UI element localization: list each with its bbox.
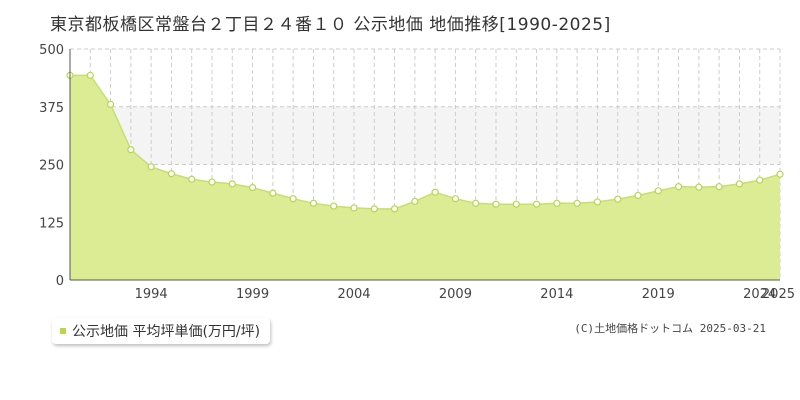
data-point <box>715 183 723 191</box>
data-point <box>776 170 784 178</box>
y-tick-label: 250 <box>39 159 64 174</box>
legend: 公示地価 平均坪単価(万円/坪) <box>52 318 271 344</box>
data-point <box>593 198 602 206</box>
y-tick-label: 375 <box>39 101 64 116</box>
data-point <box>106 100 115 109</box>
x-tick-label: 1994 <box>135 287 168 300</box>
data-point <box>208 178 216 186</box>
highlight-band <box>70 106 780 165</box>
x-tick-label: 2004 <box>337 287 370 300</box>
data-point <box>86 71 94 79</box>
y-tick-label: 125 <box>39 216 64 231</box>
data-point <box>674 183 683 191</box>
data-point <box>330 202 338 210</box>
x-tick-label: 2019 <box>642 287 675 300</box>
x-tick-label: 2024 <box>743 287 776 300</box>
chart-title: 東京都板橋区常盤台２丁目２４番１０ 公示地価 地価推移[1990-2025] <box>50 15 611 35</box>
x-tick-label: 2009 <box>439 287 472 300</box>
data-point <box>573 199 581 207</box>
land-price-chart: 0 125 250 375 500 1994 1999 2004 2009 2014 2019 202… <box>39 43 795 300</box>
data-point <box>269 189 277 197</box>
data-point <box>451 195 460 203</box>
data-point <box>654 187 662 195</box>
data-point <box>735 180 744 188</box>
data-point <box>289 195 297 203</box>
data-point <box>553 199 561 207</box>
legend-swatch-icon <box>60 328 66 334</box>
x-tick-label: 1999 <box>236 287 269 300</box>
data-point <box>756 176 764 184</box>
legend-label: 公示地価 平均坪単価(万円/坪) <box>72 324 261 340</box>
copyright-text: (C)土地価格ドットコム 2025-03-21 <box>574 322 766 335</box>
x-tick-label: 2014 <box>540 287 573 300</box>
data-point <box>390 205 399 213</box>
data-point <box>492 200 500 208</box>
y-tick-label: 500 <box>39 43 64 58</box>
data-point <box>431 188 439 196</box>
data-point <box>532 200 541 208</box>
data-point <box>350 204 358 212</box>
y-tick-label: 0 <box>56 274 64 289</box>
data-point <box>695 183 703 191</box>
data-point <box>472 199 480 207</box>
data-point <box>634 191 642 200</box>
data-point <box>614 195 622 203</box>
series-area <box>70 75 780 280</box>
data-point <box>411 197 419 206</box>
data-point <box>228 180 236 188</box>
data-point <box>370 205 378 213</box>
data-point <box>127 146 135 154</box>
data-point <box>309 199 318 207</box>
data-point <box>147 163 155 171</box>
x-tick-label: 2025 <box>762 287 795 300</box>
data-point <box>248 184 257 192</box>
data-point <box>512 200 520 208</box>
data-point <box>167 170 176 178</box>
data-point <box>188 175 196 183</box>
